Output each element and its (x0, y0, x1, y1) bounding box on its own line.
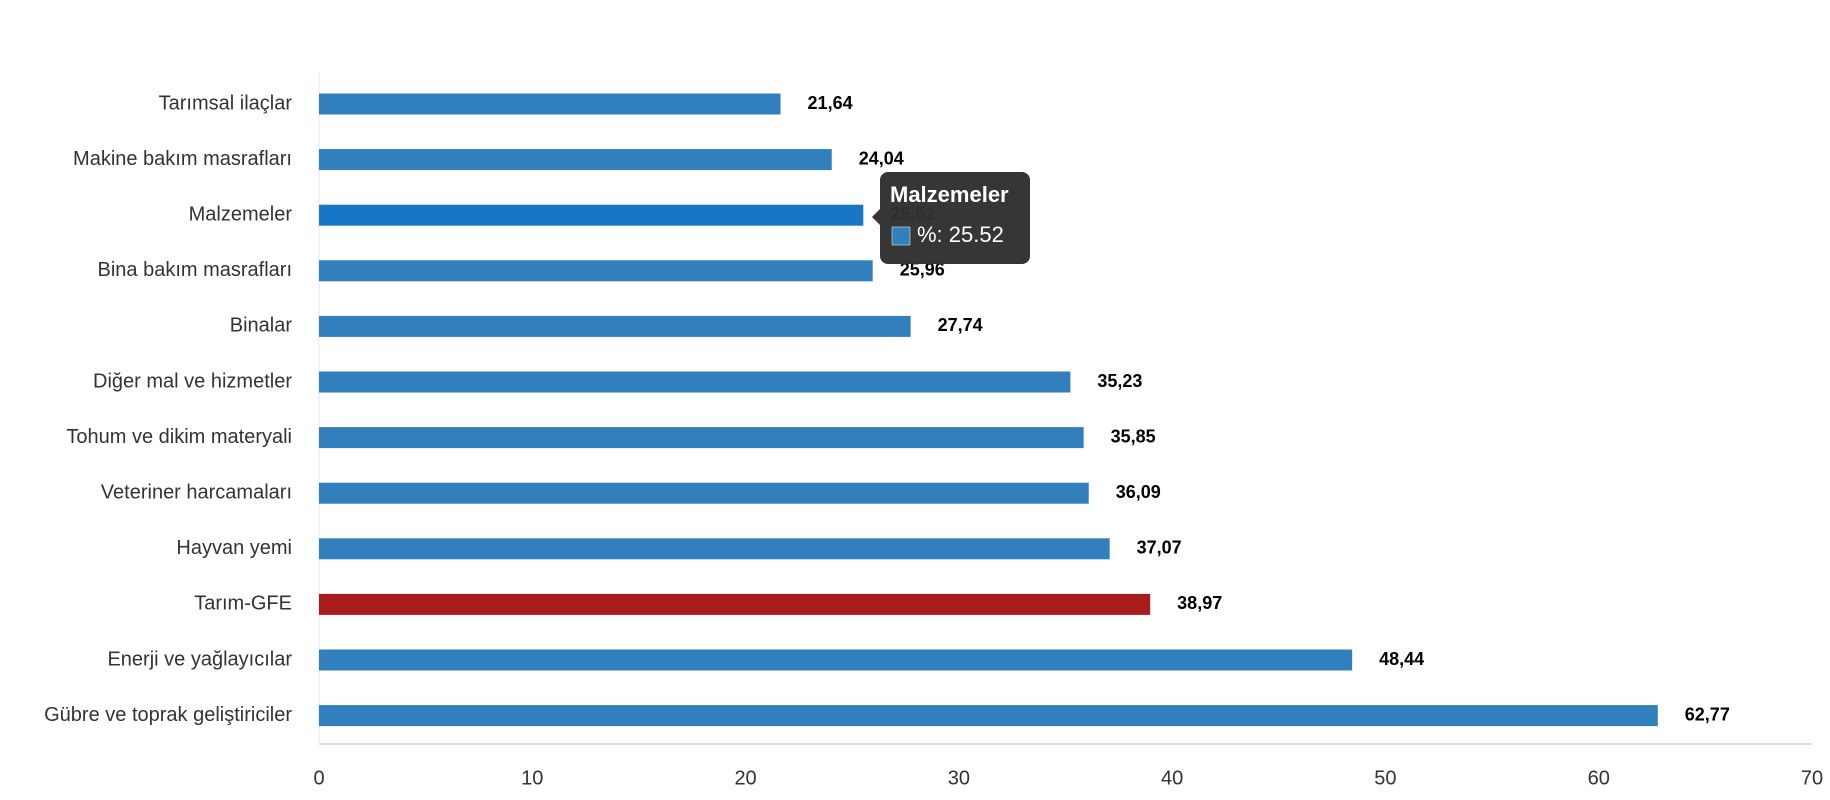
bar (319, 204, 864, 226)
bar (319, 593, 1151, 615)
value-label: 37,07 (1137, 538, 1182, 558)
category-label: Makine bakım masrafları (73, 148, 292, 170)
tooltip-box (872, 172, 1030, 264)
tooltip-swatch (891, 226, 911, 246)
tooltip-text: %: 25.52 (917, 222, 1004, 247)
x-tick-label: 60 (1588, 767, 1610, 789)
tooltip: Malzemeler %: 25.52 (872, 172, 1030, 264)
x-tick-label: 40 (1161, 767, 1183, 789)
x-tick-label: 10 (521, 767, 543, 789)
category-label: Diğer mal ve hizmetler (93, 370, 292, 392)
category-label: Tarım-GFE (194, 593, 292, 615)
x-tick-label: 70 (1801, 767, 1823, 789)
bar (319, 538, 1110, 560)
value-label: 36,09 (1116, 482, 1161, 502)
bar (319, 149, 832, 171)
x-tick-label: 20 (734, 767, 756, 789)
value-label: 35,23 (1097, 371, 1142, 391)
category-label: Veteriner harcamaları (101, 481, 292, 503)
tooltip-title: Malzemeler (890, 182, 1009, 207)
bar (319, 93, 781, 115)
value-label: 35,85 (1111, 426, 1156, 446)
bar (319, 371, 1071, 393)
category-label: Bina bakım masrafları (97, 259, 292, 281)
category-label: Binalar (230, 315, 293, 337)
value-label: 62,77 (1685, 704, 1730, 724)
value-label: 24,04 (859, 148, 904, 168)
bar (319, 427, 1084, 449)
bar (319, 649, 1353, 671)
category-label: Hayvan yemi (176, 537, 292, 559)
bar (319, 260, 873, 282)
value-label: 21,64 (808, 93, 853, 113)
bar (319, 705, 1658, 727)
x-tick-label: 50 (1374, 767, 1396, 789)
x-tick-label: 0 (313, 767, 324, 789)
bar (319, 482, 1089, 504)
category-label: Tarımsal ilaçlar (159, 92, 293, 114)
value-label: 38,97 (1177, 593, 1222, 613)
category-label: Tohum ve dikim materyali (66, 426, 292, 448)
category-label: Enerji ve yağlayıcılar (107, 648, 292, 670)
category-label: Malzemeler (189, 203, 293, 225)
x-tick-label: 30 (948, 767, 970, 789)
value-label: 48,44 (1379, 649, 1424, 669)
value-label: 27,74 (938, 315, 983, 335)
bar (319, 315, 911, 337)
value-label: 25,96 (900, 260, 945, 280)
category-label: Gübre ve toprak geliştiriciler (44, 704, 292, 726)
